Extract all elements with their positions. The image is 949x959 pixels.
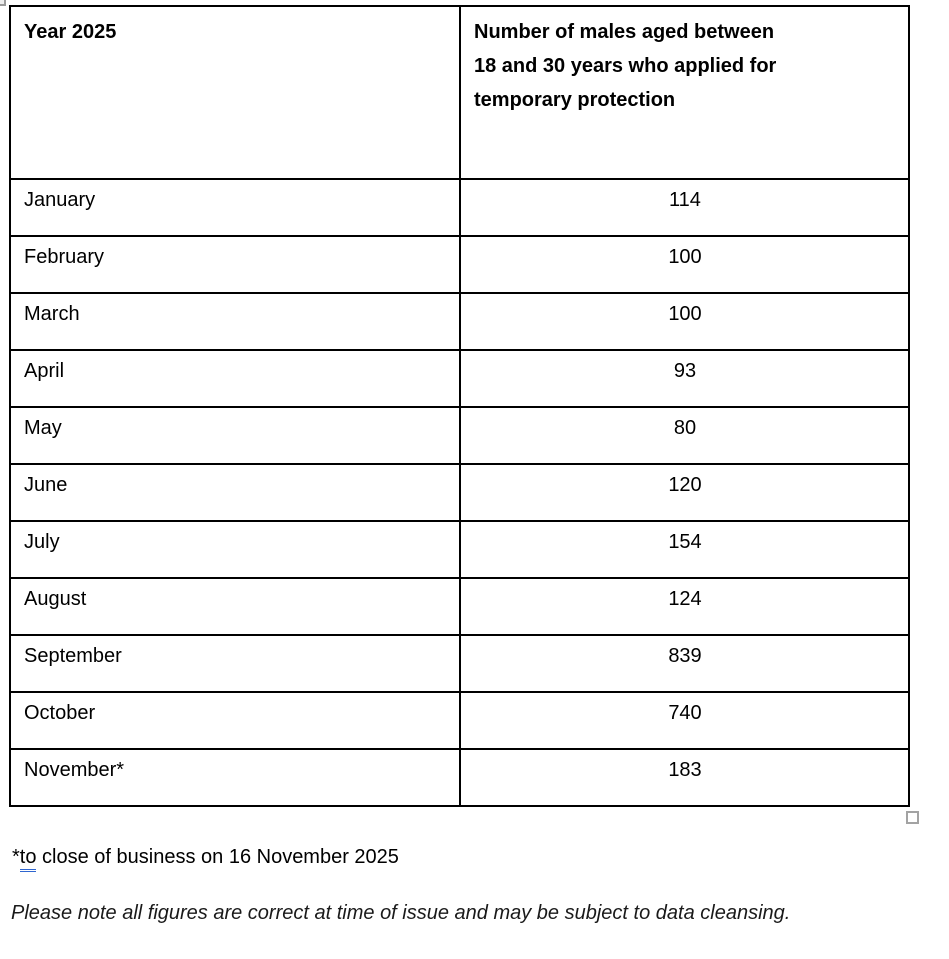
- month-cell: September: [9, 634, 461, 693]
- footnote-asterisk: *: [12, 846, 20, 868]
- count-cell: 183: [459, 748, 910, 807]
- table-row: August 124: [9, 577, 910, 636]
- count-cell: 100: [459, 235, 910, 294]
- table-row: January 114: [9, 178, 910, 237]
- month-cell: October: [9, 691, 461, 750]
- table-row: February 100: [9, 235, 910, 294]
- table-row: April 93: [9, 349, 910, 408]
- footnote-text: close of business on 16 November 2025: [36, 846, 399, 868]
- count-cell: 124: [459, 577, 910, 636]
- page-corner-handle: [0, 0, 6, 6]
- monthly-applications-table: Year 2025 Number of males aged between 1…: [9, 5, 910, 807]
- table-row: May 80: [9, 406, 910, 465]
- month-cell: April: [9, 349, 461, 408]
- count-cell: 100: [459, 292, 910, 351]
- count-cell: 114: [459, 178, 910, 237]
- count-cell: 154: [459, 520, 910, 579]
- table-row: July 154: [9, 520, 910, 579]
- grammar-underlined-word[interactable]: to: [19, 846, 37, 872]
- month-cell: August: [9, 577, 461, 636]
- table-row: June 120: [9, 463, 910, 522]
- month-cell: March: [9, 292, 461, 351]
- month-cell: July: [9, 520, 461, 579]
- month-cell: May: [9, 406, 461, 465]
- header-count-cell: Number of males aged between 18 and 30 y…: [459, 5, 910, 180]
- count-cell: 740: [459, 691, 910, 750]
- month-cell: November*: [9, 748, 461, 807]
- table-header-row: Year 2025 Number of males aged between 1…: [9, 5, 910, 180]
- month-cell: January: [9, 178, 461, 237]
- count-cell: 839: [459, 634, 910, 693]
- count-cell: 120: [459, 463, 910, 522]
- month-cell: February: [9, 235, 461, 294]
- month-cell: June: [9, 463, 461, 522]
- table-resize-handle[interactable]: [906, 811, 919, 824]
- footnote: *to close of business on 16 November 202…: [12, 844, 399, 872]
- disclaimer-note: Please note all figures are correct at t…: [11, 902, 791, 924]
- count-cell: 93: [459, 349, 910, 408]
- table-row: March 100: [9, 292, 910, 351]
- count-cell: 80: [459, 406, 910, 465]
- table-row: September 839: [9, 634, 910, 693]
- table-row: October 740: [9, 691, 910, 750]
- header-year-cell: Year 2025: [9, 5, 461, 180]
- table-row: November* 183: [9, 748, 910, 807]
